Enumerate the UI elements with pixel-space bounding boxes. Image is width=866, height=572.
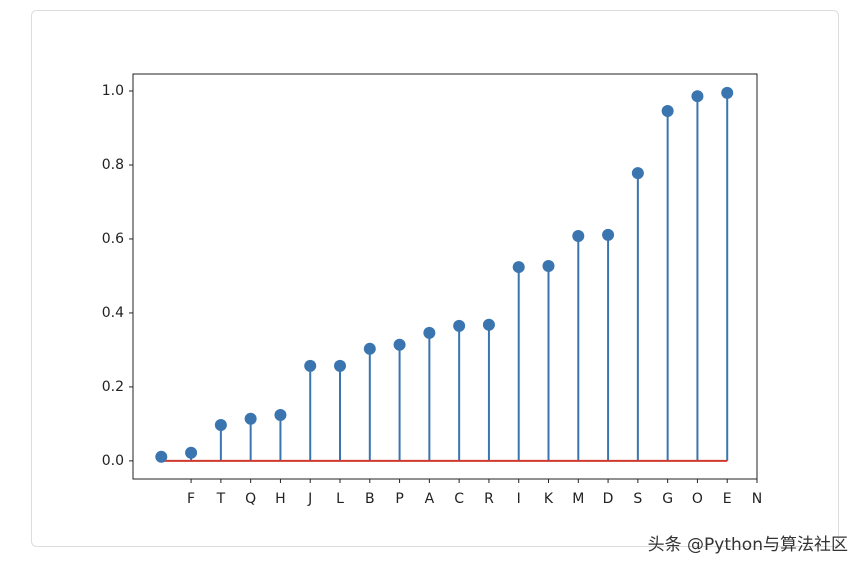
x-tick-label: D	[603, 491, 614, 507]
y-tick-label: 0.4	[102, 305, 124, 321]
marker	[244, 412, 257, 425]
watermark: 头条 @Python与算法社区	[648, 535, 848, 555]
x-tick-label: R	[484, 491, 494, 507]
marker	[512, 261, 525, 274]
marker	[602, 228, 615, 241]
marker	[631, 167, 644, 180]
marker	[304, 359, 317, 372]
x-tick-label: M	[572, 491, 584, 507]
x-tick-label: E	[723, 491, 732, 507]
x-tick-label: S	[633, 491, 642, 507]
marker	[185, 446, 198, 459]
marker	[274, 409, 287, 422]
x-tick-label: J	[307, 491, 312, 507]
x-tick-label: O	[692, 491, 703, 507]
marker	[214, 419, 227, 431]
marker	[661, 104, 674, 117]
x-tick-label: A	[425, 491, 435, 507]
x-tick-label: C	[454, 491, 464, 507]
marker	[542, 259, 555, 272]
marker	[691, 90, 704, 103]
marker	[453, 319, 466, 332]
x-tick-label: P	[395, 491, 403, 507]
y-tick-label: 0.8	[102, 157, 124, 173]
x-tick-label: F	[187, 491, 195, 507]
marker	[334, 359, 347, 372]
x-tick-label: T	[216, 491, 226, 507]
y-tick-label: 0.0	[102, 453, 124, 469]
marker	[363, 342, 376, 355]
x-tick-label: H	[275, 491, 286, 507]
x-tick-label: K	[544, 491, 554, 507]
x-tick-label: Q	[245, 491, 256, 507]
x-tick-label: N	[752, 491, 762, 507]
x-tick-label: I	[517, 491, 521, 507]
plot-frame	[132, 73, 758, 480]
y-tick-label: 0.6	[102, 231, 124, 247]
marker	[572, 230, 585, 242]
x-tick-label: B	[365, 491, 375, 507]
marker	[482, 318, 495, 331]
marker	[721, 86, 734, 99]
y-tick-label: 1.0	[102, 83, 124, 99]
marker	[155, 450, 168, 463]
marker	[423, 326, 436, 339]
x-tick-label: G	[662, 491, 673, 507]
y-tick-label: 0.2	[102, 379, 124, 395]
marker	[393, 338, 406, 351]
card	[31, 10, 839, 547]
x-tick-label: L	[336, 491, 344, 507]
